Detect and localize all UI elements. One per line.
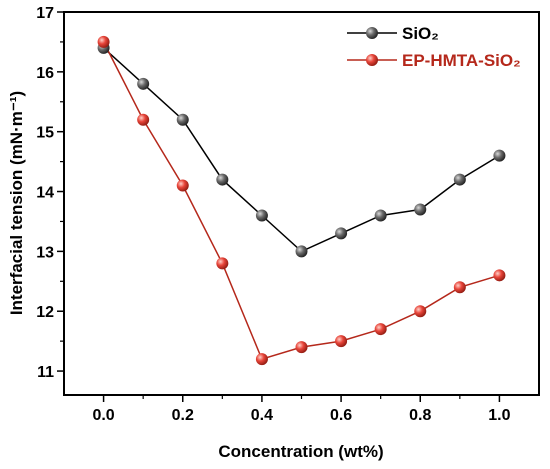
y-tick-label: 16 (36, 65, 54, 82)
series-line-1 (102, 41, 500, 361)
series-0-point (255, 209, 268, 222)
series-1-point (216, 257, 229, 270)
y-tick-label: 14 (36, 185, 54, 202)
series-0-point (453, 173, 466, 186)
series-1-point (255, 353, 268, 366)
series-0-point (414, 203, 427, 216)
series-1-point (335, 335, 348, 348)
series-0-point (176, 113, 189, 126)
series-1-point (295, 341, 308, 354)
x-axis-title: Concentration (wt%) (218, 442, 383, 461)
x-tick-label: 0.4 (251, 407, 273, 424)
x-tick-label: 0.6 (330, 407, 352, 424)
legend-item-sio2: SiO₂ (347, 24, 439, 43)
legend-item-ep-hmta-sio2: EP-HMTA-SiO₂ (347, 51, 521, 70)
series-1-point (97, 35, 110, 48)
series-1-point (374, 323, 387, 336)
y-tick-label: 12 (36, 304, 54, 321)
y-tick-label: 15 (36, 125, 54, 142)
x-tick-label: 0.2 (172, 407, 194, 424)
y-tick-label: 11 (37, 364, 54, 381)
legend-marker-sio2 (366, 27, 378, 39)
series-0-point (374, 209, 387, 222)
y-axis-ticks: 11 12 13 14 15 16 17 (36, 5, 64, 381)
legend: SiO₂ EP-HMTA-SiO₂ (347, 24, 521, 70)
y-tick-label: 17 (36, 5, 54, 22)
series-1-point (453, 281, 466, 294)
series-1-point (176, 179, 189, 192)
legend-label-ep-hmta-sio2: EP-HMTA-SiO₂ (402, 51, 521, 70)
y-axis-title: Interfacial tension (mN·m⁻¹) (7, 91, 26, 315)
series-0-point (493, 149, 506, 162)
x-axis-ticks: 0.0 0.2 0.4 0.6 0.8 1.0 (92, 395, 511, 424)
series-1-point (137, 113, 150, 126)
x-tick-label: 0.8 (409, 407, 431, 424)
series-1-point (414, 305, 427, 318)
series-0-point (216, 173, 229, 186)
series-1-point (493, 269, 506, 282)
legend-marker-ep-hmta-sio2 (366, 54, 378, 66)
series-0-point (335, 227, 348, 240)
series-layer (97, 35, 506, 366)
series-0-point (295, 245, 308, 258)
series-line-0 (103, 47, 500, 253)
x-tick-label: 1.0 (488, 407, 510, 424)
x-tick-label: 0.0 (92, 407, 114, 424)
y-tick-label: 13 (36, 244, 54, 261)
series-0-point (137, 77, 150, 90)
legend-label-sio2: SiO₂ (402, 24, 439, 43)
